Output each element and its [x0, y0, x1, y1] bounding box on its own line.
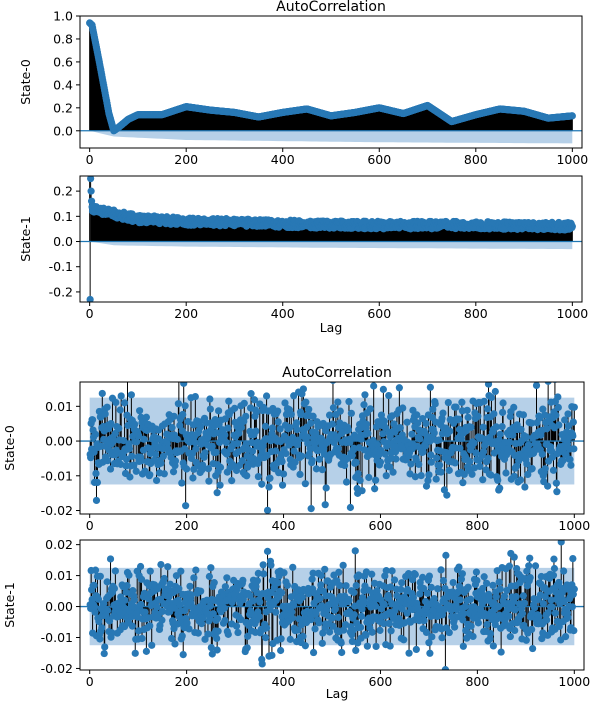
top-state-1-frame [79, 175, 583, 303]
x-tick-label: 1000 [556, 152, 588, 167]
y-tick-label: 0.0 [53, 234, 73, 249]
top-state-1-plot-area [80, 176, 582, 302]
top-state-1-x-ticks: 0 200 400 600 800 1000 [86, 302, 588, 321]
top-state-0-y-ticks: 0.0 0.2 0.4 0.6 0.8 1.0 [53, 9, 80, 138]
x-tick-label: 0 [86, 152, 94, 167]
x-tick-label: 200 [174, 152, 198, 167]
top-state-0-ylabel: State-0 [18, 59, 33, 105]
y-tick-label: -0.2 [49, 284, 73, 299]
x-tick-label: 0 [86, 306, 94, 321]
y-tick-label: -0.1 [49, 259, 73, 274]
top-state-1-panel: 0 200 400 600 800 1000 -0.2 -0.1 0.0 0.1 0.2 State-… [18, 175, 588, 321]
y-tick-label: 0.1 [53, 209, 73, 224]
top-state-0-x-ticks: 0 200 400 600 800 1000 [86, 148, 588, 167]
top-state-0-panel: 0 200 400 600 800 1000 0.0 0.2 0.4 0.6 0.8 1.0 State… [18, 9, 588, 168]
y-tick-label: 0.2 [53, 184, 73, 199]
y-tick-label: 0.6 [53, 54, 73, 69]
x-tick-label: 400 [271, 306, 295, 321]
data-point [568, 222, 576, 230]
bottom-figure-title: AutoCorrelation [282, 365, 392, 381]
bottom-state-0-plot-area [80, 382, 584, 514]
y-tick-label: 0.4 [53, 77, 73, 92]
top-figure-xlabel: Lag [320, 320, 343, 335]
y-tick-label: 1.0 [53, 9, 73, 24]
top-state-0-plot-area [80, 19, 582, 144]
x-tick-label: 600 [367, 306, 391, 321]
top-state-0-markers [86, 19, 576, 135]
x-tick-label: 600 [367, 152, 391, 167]
data-point [86, 295, 94, 302]
x-tick-label: 1000 [556, 306, 588, 321]
top-figure-title: AutoCorrelation [276, 0, 386, 15]
x-tick-label: 800 [464, 306, 488, 321]
x-tick-label: 400 [271, 152, 295, 167]
y-tick-label: 0.2 [53, 100, 73, 115]
y-tick-label: 0.8 [53, 31, 73, 46]
top-state-1-y-ticks: -0.2 -0.1 0.0 0.1 0.2 [49, 184, 80, 299]
top-state-1-markers [86, 176, 576, 302]
data-point [87, 176, 95, 183]
top-state-1-stems [89, 176, 573, 300]
top-state-0-frame [79, 15, 583, 149]
data-point [87, 187, 95, 195]
bottom-state-0-panel: 0 200 400 600 800 1000-0.02-0.010.000.01State… [2, 381, 590, 533]
x-tick-label: 200 [174, 306, 198, 321]
y-tick-label: 0.0 [53, 123, 73, 138]
x-tick-label: 800 [464, 152, 488, 167]
data-point [87, 197, 96, 205]
data-point [568, 112, 576, 120]
top-state-1-ylabel: State-1 [18, 216, 33, 262]
